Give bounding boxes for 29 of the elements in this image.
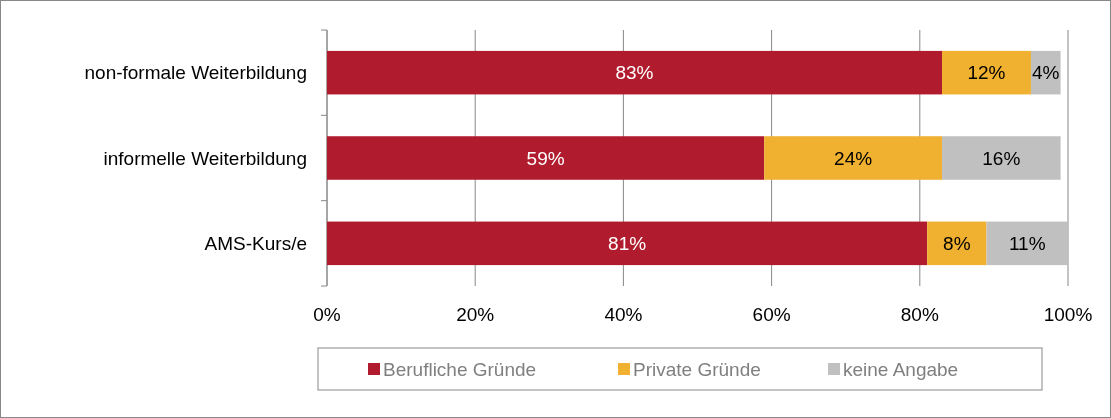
data-label: 12% xyxy=(967,62,1006,84)
legend-label: keine Angabe xyxy=(843,358,959,380)
x-tick-label: 0% xyxy=(313,304,341,325)
y-tick-label: informelle Weiterbildung xyxy=(103,147,307,169)
x-tick-label: 100% xyxy=(1043,304,1093,325)
x-tick-label: 80% xyxy=(900,304,939,325)
legend-label: Berufliche Gründe xyxy=(383,358,537,380)
x-tick-label: 40% xyxy=(604,304,643,325)
data-label: 83% xyxy=(615,62,654,84)
data-label: 8% xyxy=(943,232,971,254)
bar xyxy=(942,136,1061,180)
bar xyxy=(942,50,1031,95)
bar xyxy=(764,136,943,180)
x-tick-label: 20% xyxy=(456,304,495,325)
data-label: 16% xyxy=(982,147,1021,169)
data-label: 4% xyxy=(1032,62,1060,84)
data-label: 24% xyxy=(834,147,873,169)
bar xyxy=(327,221,928,266)
bar xyxy=(327,50,943,95)
data-label: 59% xyxy=(526,147,565,169)
x-tick-label: 60% xyxy=(752,304,791,325)
bar xyxy=(327,136,765,180)
legend-label: Private Gründe xyxy=(633,358,761,380)
y-tick-label: non-formale Weiterbildung xyxy=(84,62,307,84)
bar xyxy=(927,221,987,266)
y-tick-label: AMS-Kurs/e xyxy=(204,232,307,254)
data-label: 81% xyxy=(608,232,647,254)
bar xyxy=(986,221,1068,266)
data-label: 11% xyxy=(1008,232,1046,254)
